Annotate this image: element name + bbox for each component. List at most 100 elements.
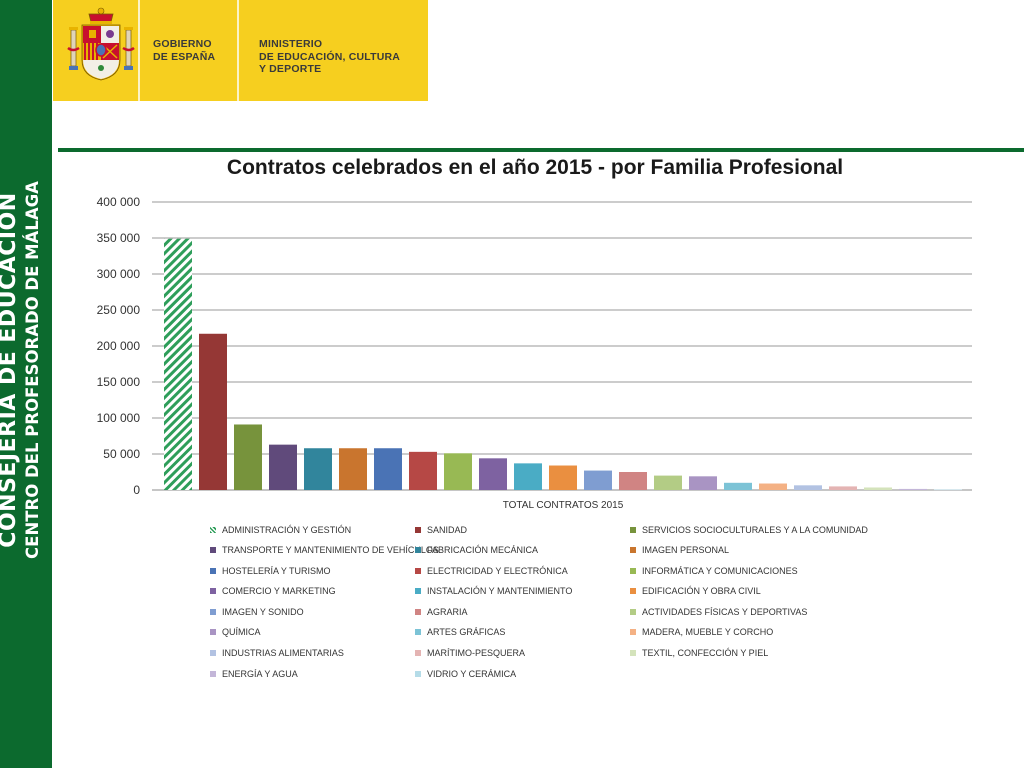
- legend-swatch: [210, 547, 216, 554]
- legend-swatch: [210, 526, 216, 533]
- legend-swatch: [415, 670, 421, 677]
- y-tick-label: 0: [133, 483, 140, 497]
- legend-swatch: [210, 629, 216, 636]
- legend-item: ELECTRICIDAD Y ELECTRÓNICA: [415, 562, 630, 579]
- legend-label: MADERA, MUEBLE Y CORCHO: [642, 627, 774, 638]
- legend-label: ENERGÍA Y AGUA: [222, 668, 298, 679]
- legend-swatch: [630, 608, 636, 615]
- legend-item: MARÍTIMO-PESQUERA: [415, 645, 630, 662]
- legend-swatch: [415, 567, 421, 574]
- legend-label: SANIDAD: [427, 524, 468, 535]
- legend-label: HOSTELERÍA Y TURISMO: [222, 565, 331, 576]
- legend-swatch: [630, 547, 636, 554]
- bar-8: [409, 451, 437, 490]
- y-tick-label: 150 000: [97, 375, 141, 389]
- bar-19: [794, 485, 822, 490]
- legend-swatch: [210, 670, 216, 677]
- legend-swatch: [210, 608, 216, 615]
- bar-2: [199, 333, 227, 490]
- legend-item: ACTIVIDADES FÍSICAS Y DEPORTIVAS: [630, 603, 960, 620]
- legend-item: VIDRIO Y CERÁMICA: [415, 665, 630, 682]
- legend-label: TEXTIL, CONFECCIÓN Y PIEL: [642, 648, 769, 659]
- legend-swatch: [630, 588, 636, 595]
- legend-swatch: [415, 629, 421, 636]
- legend-item: IMAGEN Y SONIDO: [210, 603, 415, 620]
- legend-label: INDUSTRIAS ALIMENTARIAS: [222, 648, 344, 659]
- legend-label: TRANSPORTE Y MANTENIMIENTO DE VEHÍCULOS: [222, 545, 439, 556]
- legend-label: SERVICIOS SOCIOCULTURALES Y A LA COMUNID…: [642, 524, 868, 535]
- bar-13: [584, 470, 612, 490]
- legend-label: AGRARIA: [427, 606, 468, 617]
- y-tick-label: 250 000: [97, 303, 141, 317]
- legend-label: QUÍMICA: [222, 627, 261, 638]
- sidebar-band: CONSEJERÍA DE EDUCACIÓN CENTRO DEL PROFE…: [0, 0, 52, 768]
- legend-label: EDIFICACIÓN Y OBRA CIVIL: [642, 586, 761, 597]
- y-tick-label: 100 000: [97, 411, 141, 425]
- legend-label: FABRICACIÓN MECÁNICA: [427, 545, 539, 556]
- legend-swatch: [210, 567, 216, 574]
- legend-item: TRANSPORTE Y MANTENIMIENTO DE VEHÍCULOS: [210, 542, 439, 559]
- government-header: GOBIERNO DE ESPAÑA MINISTERIO DE EDUCACI…: [53, 0, 428, 101]
- legend-item: TEXTIL, CONFECCIÓN Y PIEL: [630, 645, 960, 662]
- legend-item: INSTALACIÓN Y MANTENIMIENTO: [415, 583, 630, 600]
- y-axis-tick-labels: 0 50 000 100 000 150 000 200 000 250 000 300 0…: [97, 195, 141, 497]
- bar-23: [934, 489, 962, 491]
- legend-item: SANIDAD: [415, 521, 630, 538]
- bar-10: [479, 458, 507, 490]
- bar-21: [864, 487, 892, 490]
- legend-label: VIDRIO Y CERÁMICA: [427, 668, 517, 679]
- legend-item: QUÍMICA: [210, 624, 415, 641]
- legend-label: ADMINISTRACIÓN Y GESTIÓN: [222, 524, 352, 535]
- bar-17: [724, 482, 752, 490]
- bar-12: [549, 465, 577, 490]
- legend-swatch: [630, 526, 636, 533]
- chart-bars: [164, 238, 962, 491]
- legend-label: MARÍTIMO-PESQUERA: [427, 648, 526, 659]
- bar-15: [654, 475, 682, 490]
- legend-item: FABRICACIÓN MECÁNICA: [415, 542, 630, 559]
- legend-item: INFORMÁTICA Y COMUNICACIONES: [630, 562, 960, 579]
- bar-4: [269, 444, 297, 490]
- legend-item: ADMINISTRACIÓN Y GESTIÓN: [210, 521, 415, 538]
- bar-7: [374, 448, 402, 490]
- bar-11: [514, 463, 542, 490]
- y-tick-label: 400 000: [97, 195, 141, 209]
- y-tick-label: 300 000: [97, 267, 141, 281]
- legend-label: IMAGEN Y SONIDO: [222, 606, 304, 617]
- legend-label: COMERCIO Y MARKETING: [222, 586, 336, 597]
- legend-item: ENERGÍA Y AGUA: [210, 665, 415, 682]
- legend-item: IMAGEN PERSONAL: [630, 542, 960, 559]
- legend-label: ACTIVIDADES FÍSICAS Y DEPORTIVAS: [642, 606, 808, 617]
- legend-label: ELECTRICIDAD Y ELECTRÓNICA: [427, 565, 568, 576]
- legend-swatch: [415, 526, 421, 533]
- bar-1: [164, 238, 192, 490]
- bar-5: [304, 448, 332, 490]
- header-divider: [58, 148, 1024, 152]
- legend-item: HOSTELERÍA Y TURISMO: [210, 562, 415, 579]
- ministerio-label: MINISTERIO DE EDUCACIÓN, CULTURA Y DEPOR…: [259, 38, 401, 75]
- legend-swatch: [210, 650, 216, 657]
- bar-20: [829, 486, 857, 490]
- legend-label: ARTES GRÁFICAS: [427, 627, 506, 638]
- legend-swatch: [630, 650, 636, 657]
- bar-18: [759, 483, 787, 490]
- legend-item: COMERCIO Y MARKETING: [210, 583, 415, 600]
- bar-3: [234, 424, 262, 490]
- legend-label: INFORMÁTICA Y COMUNICACIONES: [642, 565, 798, 576]
- bar-6: [339, 448, 367, 490]
- legend-item: ARTES GRÁFICAS: [415, 624, 630, 641]
- legend-swatch: [630, 629, 636, 636]
- bar-14: [619, 472, 647, 490]
- legend-item: MADERA, MUEBLE Y CORCHO: [630, 624, 960, 641]
- y-tick-label: 50 000: [103, 447, 140, 461]
- legend-item: INDUSTRIAS ALIMENTARIAS: [210, 645, 415, 662]
- legend-swatch: [415, 608, 421, 615]
- legend-item: AGRARIA: [415, 603, 630, 620]
- legend-item: EDIFICACIÓN Y OBRA CIVIL: [630, 583, 960, 600]
- y-tick-label: 350 000: [97, 231, 141, 245]
- bar-16: [689, 476, 717, 490]
- gobierno-de-espana-label: GOBIERNO DE ESPAÑA: [153, 38, 216, 63]
- coat-of-arms-icon: [67, 0, 239, 101]
- legend-swatch: [630, 567, 636, 574]
